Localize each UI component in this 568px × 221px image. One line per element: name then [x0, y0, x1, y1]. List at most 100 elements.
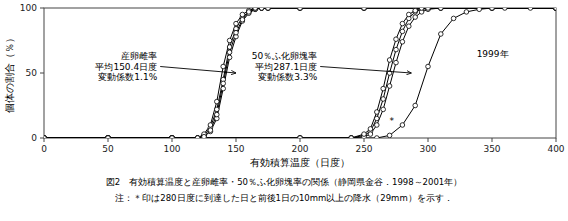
annotation: 1999年 [477, 49, 509, 59]
point [439, 8, 444, 10]
y-tick [40, 73, 44, 74]
point [106, 136, 111, 138]
point [407, 24, 412, 29]
point [234, 30, 239, 35]
point [426, 8, 431, 10]
point [362, 8, 367, 10]
y-axis-label: 個体の割合（％） [4, 33, 15, 113]
point [490, 8, 495, 10]
point [266, 8, 271, 10]
point [170, 136, 175, 138]
x-tick-label: 200 [291, 144, 308, 154]
point [490, 8, 495, 10]
point [387, 133, 392, 138]
point [381, 86, 386, 91]
point [426, 8, 431, 10]
point [44, 136, 46, 138]
x-tick-label: 350 [483, 144, 500, 154]
point [106, 136, 111, 138]
y-tick [40, 8, 44, 9]
point [477, 8, 482, 12]
series-line [44, 8, 556, 138]
series-line [44, 8, 556, 138]
point [106, 136, 111, 138]
point [375, 116, 380, 121]
point [106, 136, 111, 138]
x-tick [236, 138, 237, 142]
point [413, 103, 418, 108]
point [554, 8, 556, 10]
annotation-arrow [320, 67, 411, 74]
point [349, 136, 354, 138]
point [195, 136, 200, 138]
point [349, 136, 354, 138]
point [298, 136, 303, 138]
point [400, 40, 405, 45]
point [400, 21, 405, 26]
note: 注：＊印は280日度に到達した日と前後1日の10mm以上の降水（29mm）を示す… [115, 193, 452, 203]
x-axis-label: 有効積算温度（日度） [250, 157, 350, 168]
point [259, 8, 264, 10]
point [298, 136, 303, 138]
point [240, 12, 245, 17]
annotation: 50％ふ化卵塊率平均287.1日度変動係数3.3% [252, 51, 318, 82]
point [362, 8, 367, 10]
point [234, 21, 239, 26]
point [44, 136, 46, 138]
point [170, 136, 175, 138]
point [554, 8, 556, 10]
point [195, 136, 200, 138]
x-tick [556, 138, 557, 142]
point [227, 38, 232, 43]
x-tick-label: 100 [163, 144, 180, 154]
point [44, 136, 46, 138]
point [170, 136, 175, 138]
point [202, 134, 207, 138]
point [426, 64, 431, 69]
point [247, 10, 252, 15]
point [426, 8, 431, 10]
point [202, 134, 207, 138]
point [375, 136, 380, 138]
y-tick-label: 50 [26, 68, 38, 78]
point [44, 136, 46, 138]
point [426, 8, 431, 10]
x-tick [108, 138, 109, 142]
point [407, 12, 412, 17]
series-line [44, 8, 556, 138]
x-tick [172, 138, 173, 142]
point [554, 8, 556, 10]
point [528, 8, 533, 10]
point [44, 136, 46, 138]
point [221, 81, 226, 86]
point [375, 123, 380, 128]
x-tick [364, 138, 365, 142]
y-tick [40, 138, 44, 139]
annotation: 産卵雌率平均150.4日度変動係数1.1% [95, 51, 157, 82]
series-line [44, 8, 556, 138]
point [44, 136, 46, 138]
point [195, 136, 200, 138]
point [221, 86, 226, 91]
point [349, 136, 354, 138]
point [227, 50, 232, 55]
point [106, 136, 111, 138]
point [266, 8, 271, 10]
point [387, 58, 392, 63]
point [362, 8, 367, 10]
point [394, 60, 399, 65]
point [426, 8, 431, 10]
point [554, 8, 556, 10]
x-tick [300, 138, 301, 142]
point [227, 45, 232, 50]
point [349, 136, 354, 138]
point [215, 99, 220, 104]
point [298, 8, 303, 10]
point [253, 8, 258, 10]
point [554, 8, 556, 10]
annotation-arrow [160, 67, 236, 74]
point [368, 132, 373, 137]
chart: 050100150200250300350400050100有効積算温度（日度）… [0, 0, 568, 221]
point [451, 16, 456, 21]
series-line [44, 8, 556, 138]
